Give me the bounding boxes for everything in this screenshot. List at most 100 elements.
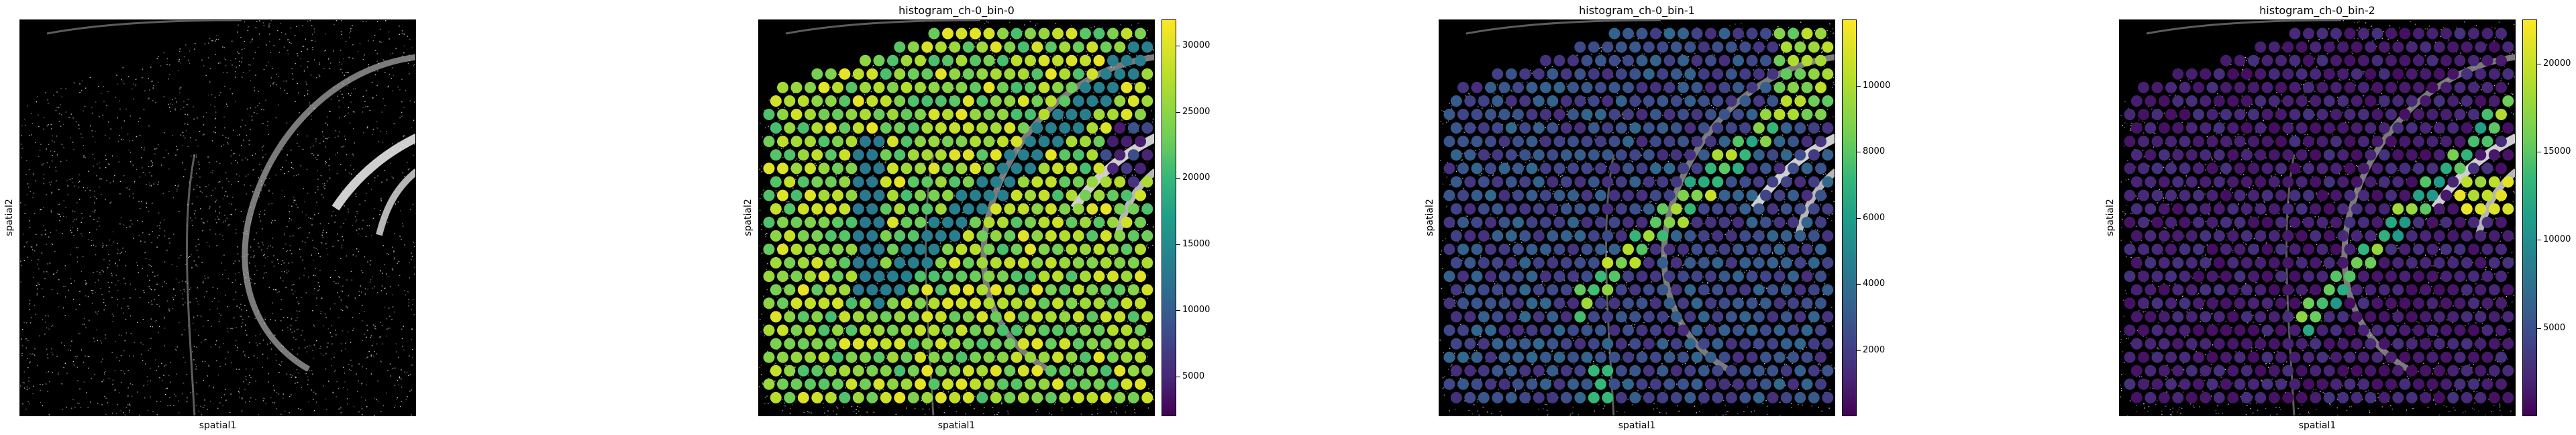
panel-title: histogram_ch-0_bin-1	[1579, 4, 1695, 17]
spot	[1540, 378, 1551, 390]
spot	[1540, 81, 1551, 93]
spot	[852, 284, 864, 296]
spot	[2130, 391, 2143, 403]
spot	[1663, 81, 1676, 93]
spot	[2206, 378, 2218, 390]
spot	[1567, 297, 1579, 309]
spot	[1066, 162, 1078, 175]
spot	[1698, 41, 1710, 53]
spot	[1657, 391, 1669, 403]
spot	[2337, 41, 2349, 53]
spot	[928, 324, 940, 336]
spot	[2495, 109, 2507, 120]
spot	[1135, 351, 1146, 363]
spot	[1080, 297, 1091, 309]
spot	[1794, 176, 1806, 188]
spot	[1718, 378, 1731, 390]
spot	[1746, 351, 1758, 363]
spot	[2145, 230, 2157, 242]
spot	[2392, 311, 2404, 323]
spot	[976, 284, 988, 296]
spot	[1657, 284, 1669, 296]
spot	[2481, 243, 2493, 255]
spot	[2282, 311, 2294, 323]
spot	[1602, 365, 1614, 377]
spot	[1025, 297, 1036, 309]
spot	[1670, 391, 1682, 403]
spot	[983, 271, 995, 283]
spot	[1100, 230, 1112, 242]
spot	[1794, 230, 1806, 242]
spot	[866, 365, 878, 377]
spot	[1767, 391, 1779, 403]
spot	[1581, 216, 1593, 228]
spot	[1753, 230, 1765, 242]
spot	[1121, 216, 1133, 228]
spot	[866, 176, 878, 188]
spot	[1025, 54, 1036, 66]
spot	[770, 203, 782, 215]
spot	[1505, 122, 1517, 134]
spot	[2371, 28, 2383, 40]
spot	[1498, 136, 1510, 148]
spot	[2351, 257, 2363, 269]
spot	[1031, 257, 1043, 269]
spot	[2193, 216, 2204, 228]
spot	[1038, 136, 1050, 148]
spot	[1567, 271, 1579, 283]
spot	[2406, 203, 2418, 215]
spot	[1553, 271, 1565, 283]
spot	[1567, 109, 1579, 120]
spot	[839, 257, 851, 269]
colorbar-tick-label: 10000	[1863, 80, 1891, 91]
spot	[915, 216, 926, 228]
spot	[1801, 54, 1813, 66]
spot	[2344, 324, 2356, 336]
spot	[2440, 162, 2452, 175]
spot	[1650, 28, 1661, 40]
spot	[2130, 230, 2143, 242]
spot	[1519, 284, 1531, 296]
spot	[2344, 109, 2356, 120]
spot	[763, 243, 775, 255]
spot	[2240, 365, 2253, 377]
spot	[1678, 216, 1689, 228]
spot	[2255, 230, 2267, 242]
spot	[2206, 216, 2218, 228]
spot	[1753, 311, 1765, 323]
spot	[1492, 149, 1504, 161]
spot	[1629, 311, 1641, 323]
spot	[2213, 176, 2225, 188]
tissue-image	[1439, 19, 1835, 416]
spot	[832, 162, 843, 175]
spot	[894, 68, 906, 80]
spot	[2289, 189, 2301, 201]
spot	[1464, 338, 1476, 350]
spot	[900, 189, 913, 201]
spot	[2165, 324, 2177, 336]
spot	[2323, 203, 2335, 215]
spot	[983, 81, 995, 93]
spot	[1588, 41, 1600, 53]
spot	[2447, 122, 2459, 134]
spot	[1718, 54, 1731, 66]
spot	[2172, 95, 2184, 107]
spot	[1045, 391, 1057, 403]
spot	[2289, 351, 2301, 363]
spot	[1773, 324, 1786, 336]
spot	[1011, 136, 1023, 148]
spot	[811, 311, 823, 323]
spot	[1100, 149, 1112, 161]
spot	[2344, 297, 2356, 309]
spot	[2440, 271, 2452, 283]
spot	[845, 136, 858, 148]
spot	[1107, 109, 1119, 120]
spot	[907, 68, 919, 80]
spot	[2261, 243, 2273, 255]
spot	[1801, 216, 1813, 228]
spot	[2426, 54, 2438, 66]
colorbar-tick-label: 20000	[1182, 173, 1210, 183]
spot	[1100, 203, 1112, 215]
spot	[1788, 189, 1799, 201]
spot	[2289, 324, 2301, 336]
